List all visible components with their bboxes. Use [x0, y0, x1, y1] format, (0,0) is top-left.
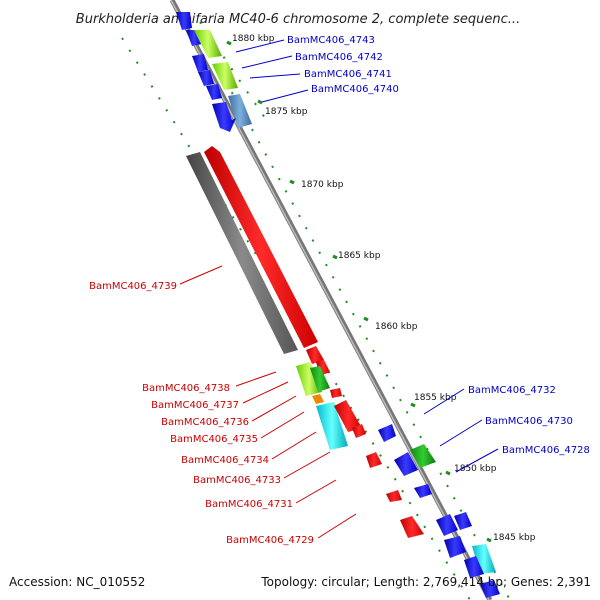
- tick-guide-lines: [121, 21, 511, 600]
- gene-feature: [464, 556, 484, 578]
- gene-feature: [316, 402, 348, 450]
- tick-mark: [289, 179, 295, 185]
- gene-feature: [206, 84, 222, 100]
- gene-label-4733[interactable]: BamMC406_4733: [193, 475, 281, 486]
- forward-label-leaders: [179, 265, 357, 539]
- tick-mark: [332, 254, 338, 260]
- lower-gene-cluster: [296, 346, 500, 598]
- gene-feature: [414, 484, 432, 498]
- gene-label-4729[interactable]: BamMC406_4729: [226, 535, 314, 546]
- reverse-label-leaders: [235, 39, 499, 473]
- gene-feature: [454, 512, 472, 530]
- gene-feature: [192, 54, 208, 72]
- gene-feature: [228, 94, 252, 128]
- gene-label-4735[interactable]: BamMC406_4735: [170, 434, 258, 445]
- tick-mark: [226, 40, 232, 46]
- gene-label-4730[interactable]: BamMC406_4730: [485, 416, 573, 427]
- tick-mark: [486, 537, 492, 543]
- tick-mark: [363, 316, 369, 322]
- gene-feature: [296, 362, 322, 396]
- gene-feature: [212, 102, 236, 132]
- gene-feature: [386, 490, 402, 502]
- gene-label-4728[interactable]: BamMC406_4728: [502, 445, 590, 456]
- gene-feature: [330, 388, 342, 398]
- outer-dotted-line: [224, 79, 511, 600]
- backbone-highlight: [170, 0, 490, 600]
- gene-feature: [334, 400, 362, 432]
- gene-label-4743[interactable]: BamMC406_4743: [287, 35, 375, 46]
- gene-feature: [212, 62, 238, 90]
- tick-label: 1855 kbp: [414, 393, 457, 403]
- gene-label-4740[interactable]: BamMC406_4740: [311, 84, 399, 95]
- gene-label-4742[interactable]: BamMC406_4742: [295, 52, 383, 63]
- gene-label-4734[interactable]: BamMC406_4734: [181, 455, 269, 466]
- gene-feature: [312, 394, 324, 404]
- gene-feature: [310, 366, 330, 392]
- gene-feature: [400, 516, 424, 538]
- accession-text: Accession: NC_010552: [9, 575, 145, 589]
- tick-mark: [445, 470, 451, 476]
- gene-feature: [436, 514, 458, 536]
- gene-label-4739[interactable]: BamMC406_4739: [89, 281, 177, 292]
- gene-feature: [194, 30, 222, 58]
- scale-tick-marks: [226, 40, 492, 543]
- gene-label-4736[interactable]: BamMC406_4736: [161, 417, 249, 428]
- gene-feature: [176, 12, 192, 30]
- backbone-line: [169, 0, 493, 600]
- gene-label-4737[interactable]: BamMC406_4737: [151, 400, 239, 411]
- tick-label: 1870 kbp: [301, 180, 344, 190]
- map-title: Burkholderia ambifaria MC40-6 chromosome…: [76, 12, 520, 27]
- gene-feature: [394, 452, 418, 476]
- tick-mark: [257, 99, 263, 105]
- upper-dotted-line: [199, 21, 266, 119]
- gene-feature: [198, 70, 214, 86]
- gene-feature: [306, 346, 324, 364]
- gene-label-4738[interactable]: BamMC406_4738: [142, 383, 230, 394]
- tick-label: 1860 kbp: [375, 322, 418, 332]
- gene-label-4741[interactable]: BamMC406_4741: [304, 69, 392, 80]
- gene-feature: [366, 452, 382, 468]
- gene-feature: [378, 424, 396, 442]
- gene-feature: [352, 424, 366, 438]
- upper-gene-cluster: [176, 12, 252, 132]
- gene-feature: [444, 536, 466, 558]
- gene-label-4731[interactable]: BamMC406_4731: [205, 499, 293, 510]
- gene-label-4732[interactable]: BamMC406_4732: [468, 385, 556, 396]
- gene-feature-4739: [204, 146, 318, 348]
- gray-feature: [186, 152, 298, 354]
- tick-label: 1880 kbp: [232, 34, 275, 44]
- summary-text: Topology: circular; Length: 2,769,414 bp…: [260, 575, 591, 589]
- tick-label: 1875 kbp: [265, 107, 308, 117]
- gene-feature: [480, 580, 500, 598]
- gene-feature: [410, 444, 436, 468]
- tick-label: 1850 kbp: [454, 464, 497, 474]
- tick-mark: [410, 402, 416, 408]
- tick-label: 1865 kbp: [338, 251, 381, 261]
- tick-label: 1845 kbp: [493, 533, 536, 543]
